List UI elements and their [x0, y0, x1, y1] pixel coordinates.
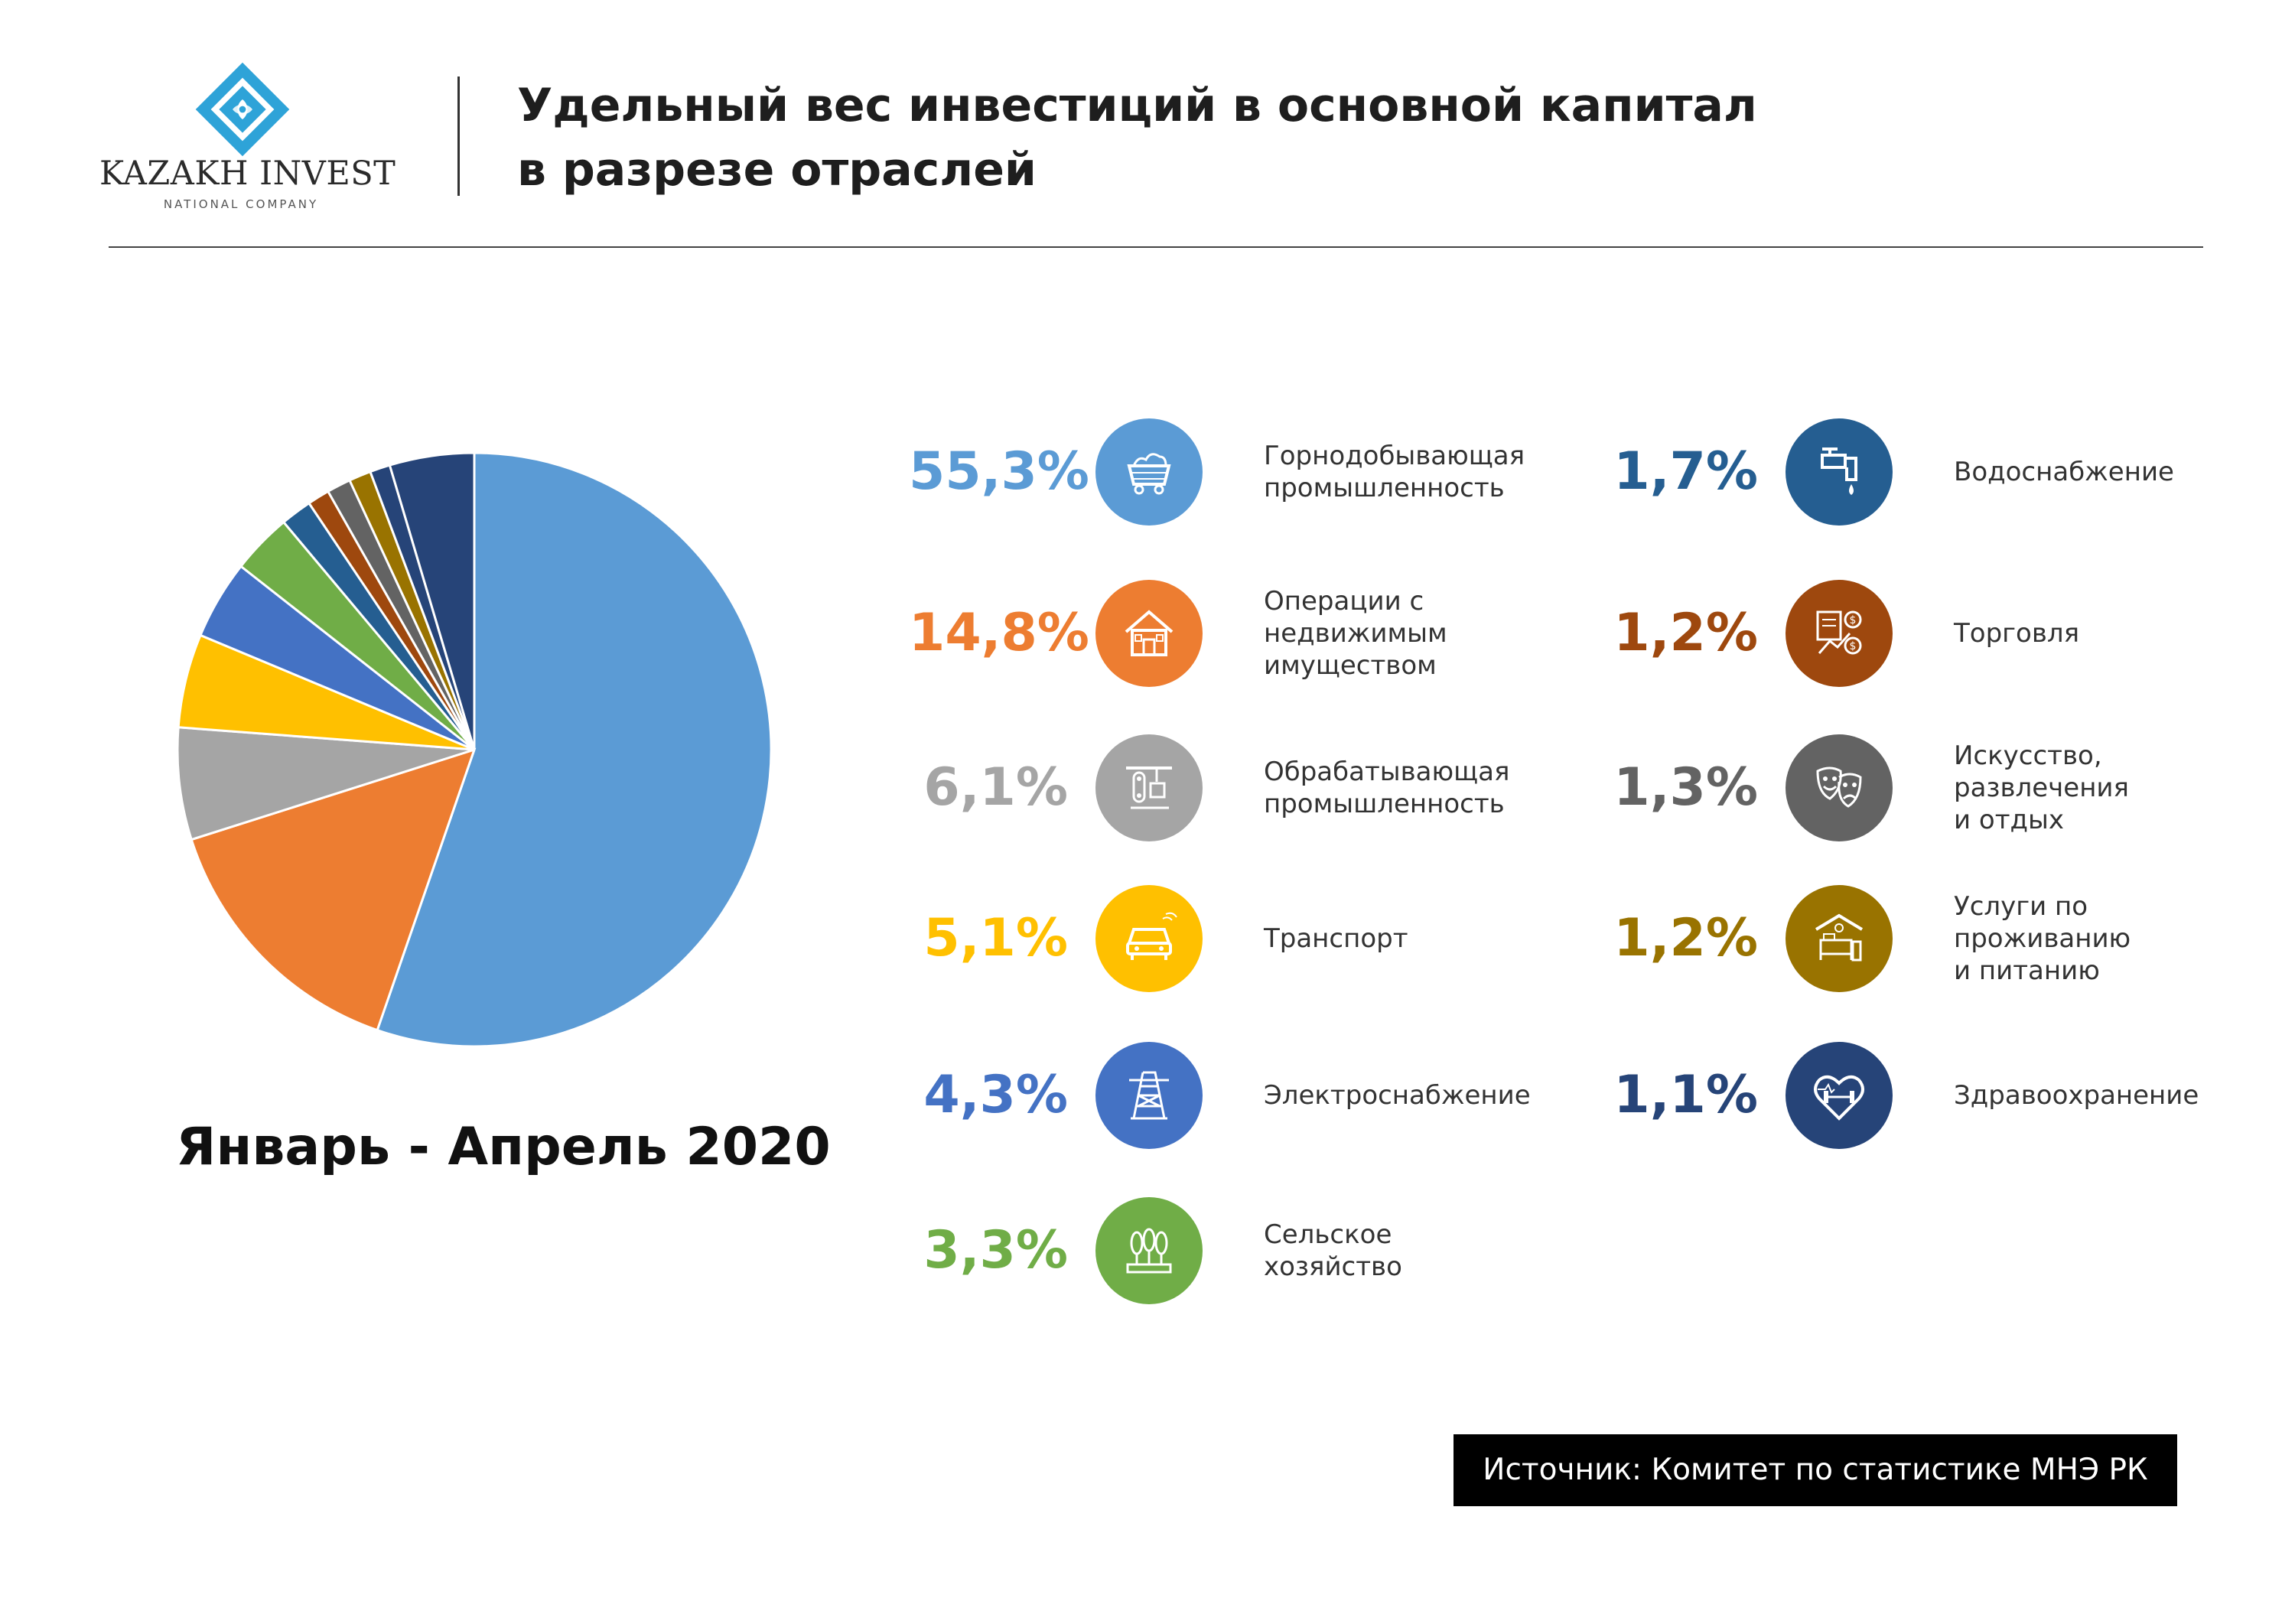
heart-dumbbell-icon: [1786, 1042, 1893, 1149]
legend-label-line: Операции с: [1264, 586, 1424, 617]
legend-value: 6,1%: [923, 757, 1068, 818]
legend-label-line: Электроснабжение: [1264, 1080, 1531, 1111]
trade-icon: $ $: [1786, 580, 1893, 687]
legend-label-line: Торговля: [1954, 618, 2080, 649]
legend-item: 1,3% Искусство, развлечения и отдых: [1599, 731, 2287, 845]
pie-slice-1: [190, 747, 477, 1032]
legend-value: 3,3%: [923, 1220, 1068, 1281]
legend-item: 1,7% Водоснабжение: [1599, 415, 2287, 529]
svg-text:$: $: [1850, 640, 1857, 653]
legend-value: 1,3%: [1613, 757, 1758, 818]
pie-slice-2: [176, 726, 475, 841]
ornament-logo-icon: [195, 62, 290, 157]
legend-label: Обрабатывающая промышленность: [1264, 731, 1585, 845]
legend-label-line: Здравоохранение: [1954, 1080, 2199, 1111]
legend-value: 14,8%: [909, 603, 1089, 663]
header-divider: [457, 76, 460, 196]
legend-item: 14,8% Операции с недвижимым имуществом: [909, 576, 1597, 691]
legend-label: Торговля: [1954, 576, 2275, 691]
legend-label-line: имуществом: [1264, 650, 1437, 681]
legend-label-line: Горнодобывающая: [1264, 441, 1525, 471]
legend-label-line: Сельское: [1264, 1219, 1392, 1250]
legend-label-line: Транспорт: [1264, 923, 1408, 954]
source-note: Источник: Комитет по статистике МНЭ РК: [1454, 1434, 2177, 1506]
logo-subtitle: NATIONAL COMPANY: [163, 197, 319, 211]
logo-name: KAZAKH INVEST: [99, 155, 396, 193]
page-title: Удельный вес инвестиций в основной капит…: [517, 73, 1818, 202]
period-label: Январь - Апрель 2020: [176, 1117, 831, 1177]
plants-icon: [1095, 1197, 1203, 1304]
legend-label: Транспорт: [1264, 881, 1585, 996]
legend-value: 55,3%: [909, 441, 1089, 502]
legend-label-line: и питанию: [1954, 955, 2100, 986]
legend-value: 5,1%: [923, 908, 1068, 968]
legend-label: Услуги по проживанию и питанию: [1954, 881, 2275, 996]
legend-item: 55,3% Горнодобывающая промышленность: [909, 415, 1597, 529]
legend-label: Здравоохранение: [1954, 1038, 2275, 1153]
legend-label-line: и отдых: [1954, 805, 2064, 835]
header-rule: [109, 246, 2203, 248]
legend-label-line: проживанию: [1954, 923, 2131, 954]
legend-item: 1,2% Услуги по проживанию и питанию: [1599, 881, 2287, 996]
title-line-2: в разрезе отраслей: [517, 143, 1037, 197]
theater-masks-icon: [1786, 734, 1893, 841]
legend-label-line: промышленность: [1264, 789, 1505, 819]
legend-label: Электроснабжение: [1264, 1038, 1585, 1153]
title-line-1: Удельный вес инвестиций в основной капит…: [517, 79, 1757, 132]
legend-item: 4,3% Электроснабжение: [909, 1038, 1597, 1153]
legend-item: 1,1% Здравоохранение: [1599, 1038, 2287, 1153]
pie-slice-11: [388, 451, 476, 750]
legend-label-line: хозяйство: [1264, 1251, 1402, 1282]
legend-label: Искусство, развлечения и отдых: [1954, 731, 2275, 845]
legend-label-line: Обрабатывающая: [1264, 757, 1510, 787]
legend-item: 3,3% Сельское хозяйство: [909, 1193, 1597, 1308]
legend-label: Сельское хозяйство: [1264, 1193, 1585, 1308]
legend-item: 6,1% Обрабатывающая промышленность: [909, 731, 1597, 845]
power-tower-icon: [1095, 1042, 1203, 1149]
legend-label: Операции с недвижимым имуществом: [1264, 576, 1585, 691]
legend-label-line: развлечения: [1954, 773, 2129, 803]
legend-label-line: Искусство,: [1954, 740, 2102, 771]
house-icon: [1095, 580, 1203, 687]
legend-item: 1,2% $ $ Торговля: [1599, 576, 2287, 691]
conveyor-icon: [1095, 734, 1203, 841]
legend-label-line: Водоснабжение: [1954, 457, 2174, 487]
pie-chart: [176, 451, 773, 1048]
legend-label-line: Услуги по: [1954, 891, 2088, 922]
mine-cart-icon: [1095, 418, 1203, 526]
pie-slice-0: [376, 451, 773, 1048]
legend-value: 1,7%: [1613, 441, 1758, 502]
legend-label-line: промышленность: [1264, 473, 1505, 503]
hotel-bed-icon: [1786, 885, 1893, 992]
legend-value: 1,1%: [1613, 1065, 1758, 1125]
legend-label: Горнодобывающая промышленность: [1264, 415, 1585, 529]
faucet-icon: [1786, 418, 1893, 526]
legend-value: 1,2%: [1613, 603, 1758, 663]
legend-value: 1,2%: [1613, 908, 1758, 968]
legend-item: 5,1% Транспорт: [909, 881, 1597, 996]
company-logo: KAZAKH INVEST NATIONAL COMPANY: [99, 60, 396, 220]
svg-text:$: $: [1850, 614, 1857, 626]
legend-label-line: недвижимым: [1264, 618, 1447, 649]
legend-value: 4,3%: [923, 1065, 1068, 1125]
legend-label: Водоснабжение: [1954, 415, 2275, 529]
car-icon: [1095, 885, 1203, 992]
